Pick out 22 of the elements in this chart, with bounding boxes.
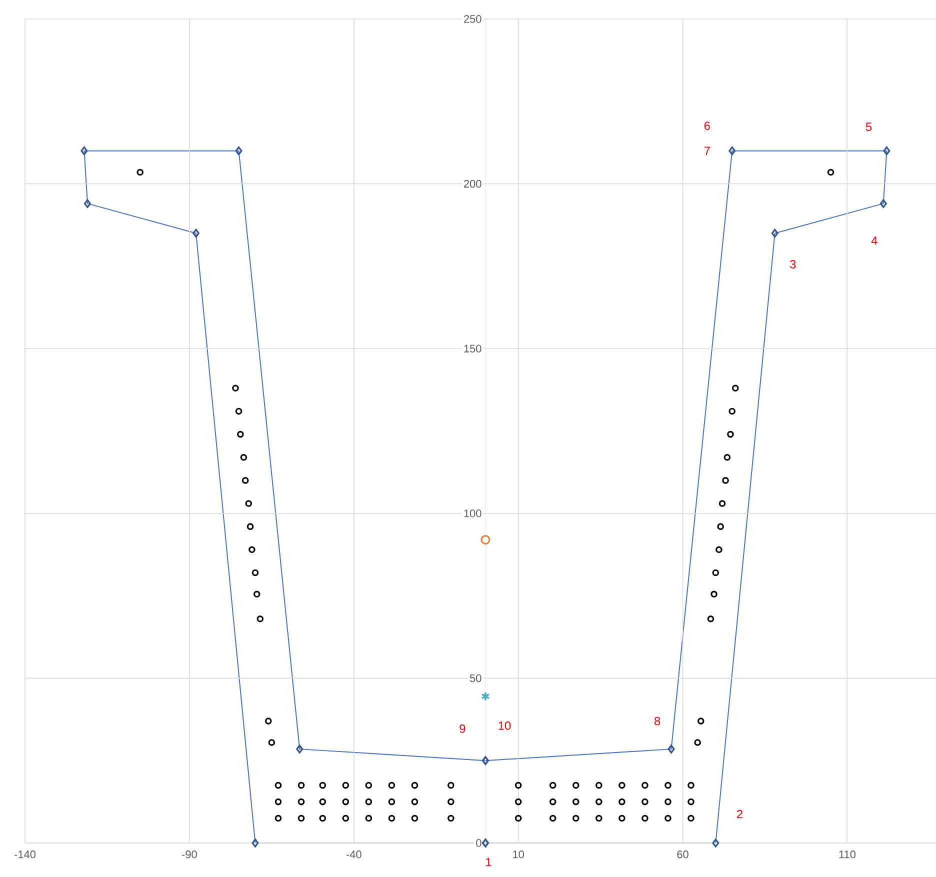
x-tick-label: 60 — [677, 850, 688, 858]
annotation: 5 — [866, 122, 872, 131]
x-tick-label: -140 — [14, 850, 36, 858]
x-tick-label: 110 — [839, 850, 856, 858]
annotation: 1 — [486, 858, 492, 866]
y-tick-label: 250 — [464, 15, 482, 23]
x-tick-label: -90 — [182, 850, 197, 858]
annotation: 9 — [460, 724, 466, 733]
annotation: 3 — [790, 260, 796, 268]
annotation: 4 — [871, 236, 878, 245]
y-tick-label: 100 — [464, 510, 482, 518]
annotation: 7 — [704, 146, 710, 155]
annotation: 10 — [498, 721, 511, 730]
y-tick-label: 150 — [464, 344, 482, 352]
x-tick-label: -40 — [346, 850, 362, 858]
y-tick-label: 50 — [470, 674, 482, 682]
y-tick-label: 200 — [464, 180, 482, 188]
annotation: 8 — [654, 716, 660, 726]
x-tick-label: 10 — [513, 850, 524, 858]
y-tick-label: 0 — [476, 839, 482, 847]
annotation: 6 — [704, 122, 710, 130]
annotation: 2 — [736, 810, 742, 818]
